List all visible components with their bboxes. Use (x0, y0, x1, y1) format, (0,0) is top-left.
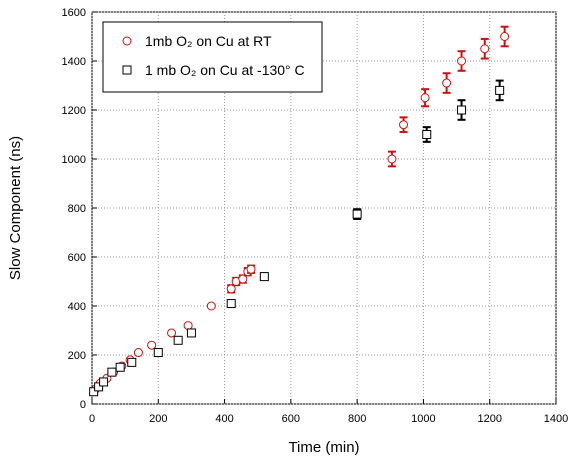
point (94, 382, 104, 392)
point (89, 387, 99, 397)
point (226, 284, 236, 294)
y-tick-label: 600 (68, 252, 86, 264)
point (259, 272, 269, 282)
point (183, 321, 193, 331)
point (457, 105, 467, 115)
y-tick-label: 200 (68, 350, 86, 362)
point (399, 120, 409, 130)
point (226, 299, 236, 309)
point (420, 93, 430, 103)
x-tick-label: 800 (348, 413, 366, 425)
point (480, 44, 490, 54)
legend-label: 1mb O₂ on Cu at RT (145, 33, 272, 49)
y-tick-label: 800 (68, 203, 86, 215)
point (500, 32, 510, 41)
y-tick-label: 1200 (62, 105, 86, 117)
point (133, 348, 143, 358)
x-tick-label: 1400 (544, 413, 568, 425)
x-tick-label: 400 (215, 413, 233, 425)
point (186, 328, 196, 338)
x-axis-title: Time (min) (288, 439, 359, 456)
point (238, 274, 248, 284)
point (387, 154, 397, 164)
point (246, 264, 256, 274)
legend-label: 1 mb O₂ on Cu at -130° C (145, 62, 305, 78)
point (495, 85, 505, 95)
point (173, 335, 183, 345)
legend-box (102, 21, 323, 93)
y-axis-title: Slow Component (ns) (7, 136, 24, 280)
point (352, 209, 362, 219)
point (115, 362, 125, 372)
point (107, 367, 117, 377)
y-tick-label: 0 (80, 399, 86, 411)
point (167, 328, 177, 338)
x-tick-label: 0 (89, 413, 95, 425)
y-tick-label: 1400 (62, 56, 86, 68)
point (99, 377, 109, 387)
x-tick-label: 200 (149, 413, 167, 425)
point (127, 357, 137, 367)
y-tick-label: 1000 (62, 154, 86, 166)
legend-marker (122, 36, 132, 46)
y-tick-label: 400 (68, 301, 86, 313)
point (206, 301, 216, 311)
point (422, 130, 432, 139)
y-tick-label: 1600 (62, 7, 86, 19)
point (153, 348, 163, 358)
x-tick-label: 1000 (411, 413, 435, 425)
x-tick-label: 600 (282, 413, 300, 425)
point (457, 56, 467, 66)
x-tick-label: 1200 (477, 413, 501, 425)
point (147, 340, 157, 350)
legend-marker (122, 65, 132, 75)
point (442, 78, 452, 88)
